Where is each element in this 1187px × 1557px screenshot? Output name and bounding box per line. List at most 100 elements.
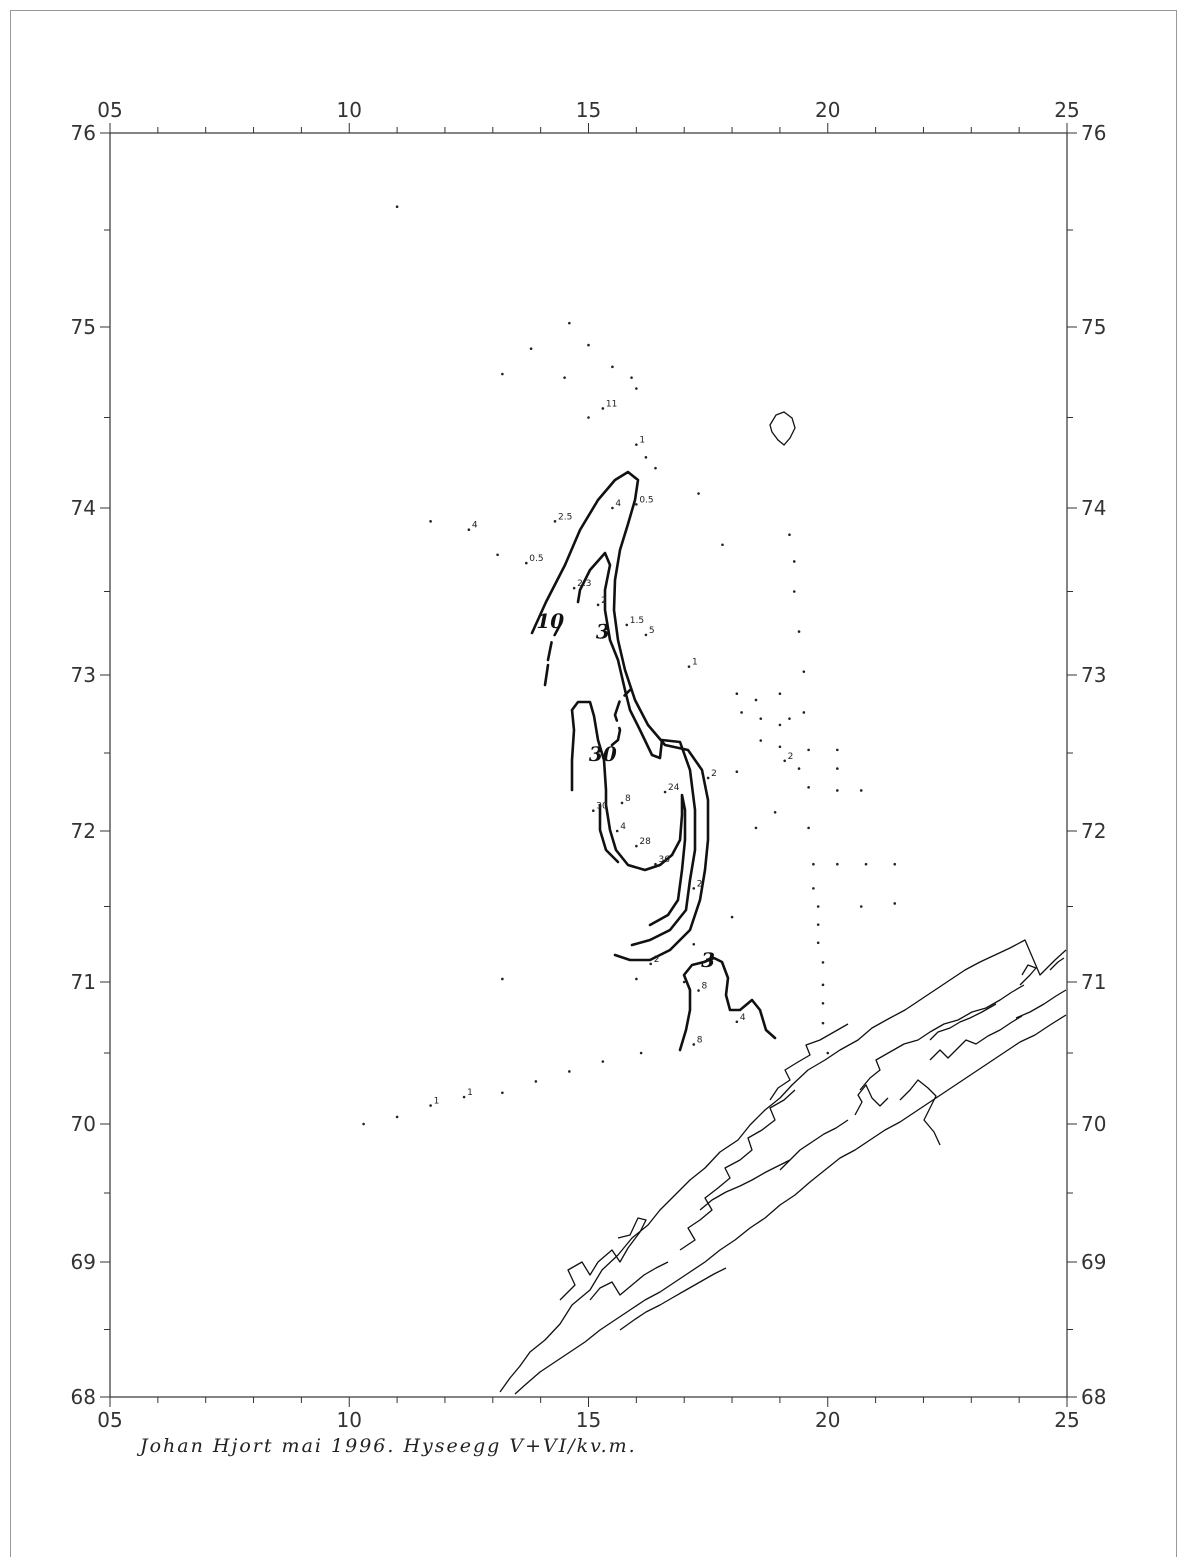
isoline-label: 30 [589, 742, 617, 766]
lon-label-top: 20 [815, 98, 840, 122]
bjornoya-island [769, 411, 796, 446]
lon-label-bottom: 25 [1054, 1408, 1079, 1432]
station-dot [663, 790, 667, 794]
station-value: 2.5 [558, 512, 572, 522]
station-dot [836, 862, 839, 866]
station-value: 0.5 [529, 554, 543, 564]
station-value: 1.5 [630, 616, 644, 626]
station-dot [563, 376, 566, 379]
station-dot [635, 844, 638, 848]
lat-label-right: 71 [1081, 970, 1106, 994]
station-dot [692, 1043, 696, 1046]
station-value: 2 [788, 752, 794, 762]
station-dot [649, 962, 653, 966]
station-dot [826, 1051, 830, 1055]
coastline [499, 939, 1067, 1395]
station-dot [706, 776, 710, 780]
station-dot [836, 789, 839, 792]
station-dot [797, 767, 801, 770]
station-dot [496, 553, 499, 557]
lat-label-right: 75 [1081, 315, 1106, 339]
station-dot [773, 810, 777, 814]
station-value: 28 [639, 837, 651, 847]
isoline-label: 3 [701, 948, 715, 972]
station-value: 8 [702, 982, 708, 992]
page-frame [10, 10, 1177, 1557]
station-value: 1 [692, 658, 698, 668]
lat-label-left: 70 [71, 1112, 96, 1136]
station-dot [395, 1115, 399, 1119]
station-dot [735, 692, 739, 696]
station-value: 1 [467, 1088, 473, 1098]
station-dot [687, 665, 691, 668]
station-value: 30 [596, 802, 608, 812]
station-dot [601, 1060, 605, 1063]
station-dot [859, 789, 863, 792]
lon-label-top: 25 [1054, 98, 1079, 122]
station-dot [821, 983, 825, 987]
station-dot [591, 809, 595, 813]
station-dot [635, 387, 638, 390]
station-dot [501, 1091, 504, 1095]
station-dot [893, 862, 897, 866]
lon-label-bottom: 05 [97, 1408, 122, 1432]
station-value: 5 [649, 626, 655, 636]
station-dot [759, 739, 763, 742]
station-dot [362, 1122, 365, 1126]
station-dot [568, 1070, 571, 1073]
station-value: 2.3 [577, 579, 591, 589]
station-dot [792, 560, 796, 563]
station-dot [429, 520, 432, 523]
lat-label-left: 72 [71, 819, 96, 843]
station-dot [816, 905, 820, 908]
station-dot [802, 711, 806, 714]
station-dot [395, 205, 399, 209]
isoline-label: 3 [596, 619, 610, 643]
station-dot [807, 748, 810, 752]
station-dot [859, 905, 863, 908]
lon-label-bottom: 15 [576, 1408, 601, 1432]
station-dot [692, 942, 696, 946]
station-dot [644, 633, 648, 637]
station-dot [754, 698, 758, 702]
lat-label-left: 68 [71, 1385, 96, 1409]
station-dot [462, 1095, 466, 1099]
station-dot [639, 1051, 643, 1055]
station-value: 11 [606, 399, 617, 409]
station-dot [553, 520, 557, 523]
map-caption: Johan Hjort mai 1996. Hyseegg V+VI/kv.m. [136, 1435, 637, 1457]
station-dot [697, 492, 700, 495]
lat-label-left: 73 [71, 663, 96, 687]
station-dot [730, 915, 734, 919]
station-dot [568, 321, 571, 325]
station-dot [501, 372, 504, 376]
station-dot [654, 466, 657, 470]
station-dot [812, 887, 815, 890]
station-dot [697, 989, 700, 992]
station-dot [778, 745, 782, 749]
station-dot [682, 980, 686, 984]
station-dot [534, 1080, 538, 1083]
station-dot [816, 941, 820, 945]
station-dot [524, 561, 528, 565]
station-value: 4 [615, 499, 621, 509]
lat-label-right: 68 [1081, 1385, 1106, 1409]
station-dot [821, 961, 825, 964]
lat-label-right: 69 [1081, 1250, 1106, 1274]
station-dot [807, 786, 810, 789]
station-value: 36 [658, 855, 670, 865]
station-dot [611, 365, 614, 369]
station-value: 2 [697, 879, 703, 889]
station-dot [797, 630, 801, 633]
lat-label-left: 74 [71, 496, 96, 520]
station-dot [467, 528, 471, 532]
lat-label-right: 70 [1081, 1112, 1106, 1136]
lat-label-left: 76 [71, 121, 96, 145]
isoline-label: 10 [536, 609, 564, 633]
station-value: 8 [697, 1035, 703, 1045]
station-value: 4 [740, 1013, 746, 1023]
station-value: 2 [601, 596, 607, 606]
station-dot [630, 376, 633, 379]
station-value: 4 [472, 521, 478, 531]
